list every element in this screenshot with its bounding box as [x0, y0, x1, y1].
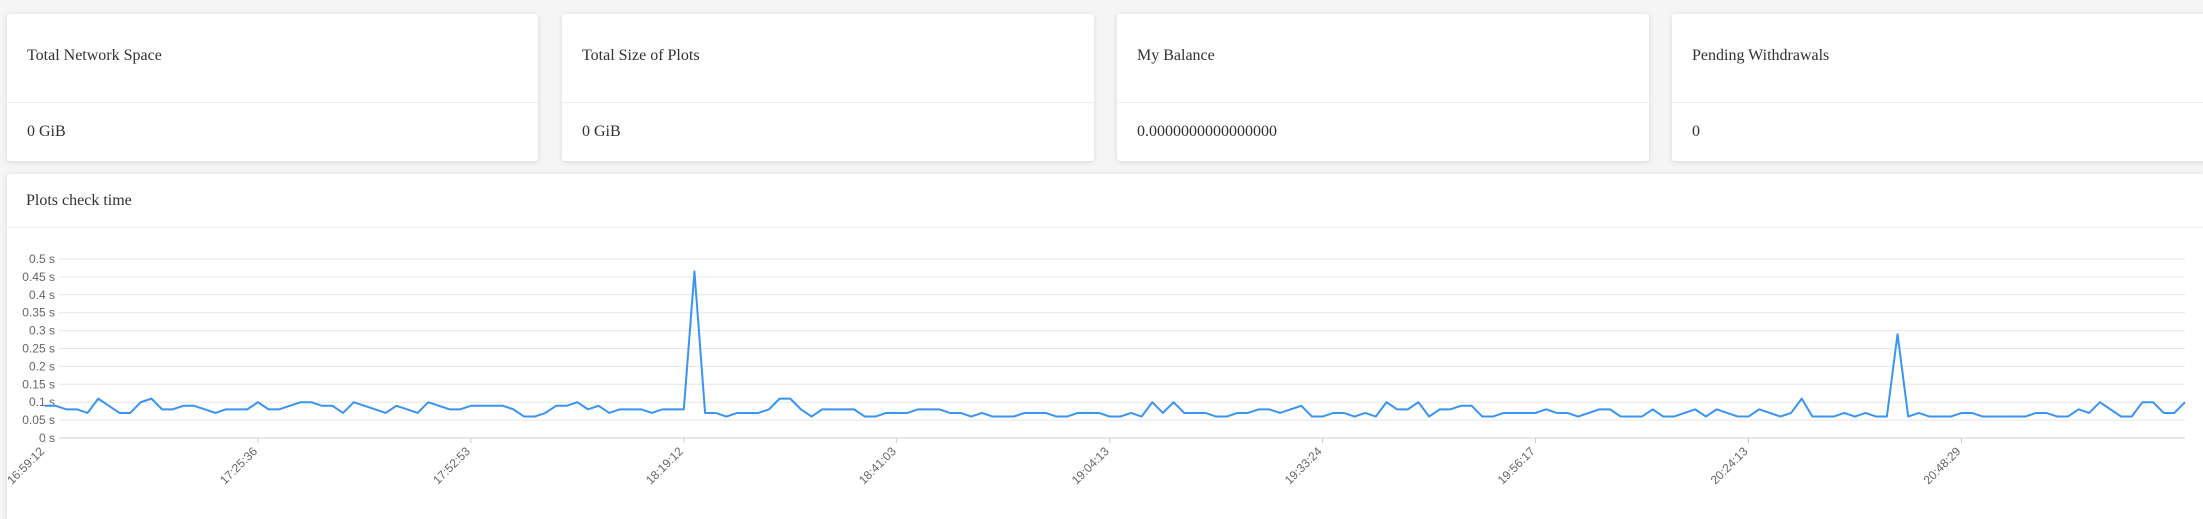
x-tick-label: 19:33:24: [1282, 444, 1325, 487]
stat-title: Pending Withdrawals: [1672, 14, 2203, 103]
y-tick-label: 0.15 s: [22, 377, 55, 391]
y-tick-label: 0.45 s: [22, 270, 55, 284]
stat-value: 0.0000000000000000: [1137, 123, 1277, 140]
stat-card: Total Size of Plots 0 GiB: [562, 14, 1094, 161]
stat-title: My Balance: [1117, 14, 1649, 103]
x-tick-label: 20:48:29: [1921, 444, 1964, 487]
x-tick-label: 19:04:13: [1069, 444, 1112, 487]
x-tick-label: 16:59:12: [4, 444, 47, 487]
chart-card-title: Plots check time: [7, 174, 2203, 228]
y-tick-label: 0.05 s: [22, 413, 55, 427]
stat-card: Pending Withdrawals 0: [1672, 14, 2203, 161]
stat-value: 0 GiB: [27, 123, 66, 140]
x-tick-label: 19:56:17: [1495, 444, 1538, 487]
y-tick-label: 0.5 s: [29, 252, 55, 266]
x-tick-label: 17:52:53: [430, 444, 473, 487]
chart-card: Plots check time: [7, 174, 2203, 519]
x-tick-label: 18:41:03: [856, 444, 899, 487]
y-tick-label: 0.2 s: [29, 359, 55, 373]
stat-title: Total Network Space: [7, 14, 538, 103]
stat-title: Total Size of Plots: [562, 14, 1094, 103]
y-tick-label: 0.1 s: [29, 395, 55, 409]
data-line: [45, 270, 2186, 418]
y-tick-label: 0.35 s: [22, 306, 55, 320]
stat-card: My Balance 0.0000000000000000: [1117, 14, 1649, 161]
x-tick-label: 17:25:36: [217, 444, 260, 487]
y-tick-label: 0.25 s: [22, 342, 55, 356]
x-tick-label: 20:24:13: [1708, 444, 1751, 487]
stat-card: Total Network Space 0 GiB: [7, 14, 538, 161]
x-tick-label: 18:19:12: [643, 444, 686, 487]
y-tick-label: 0 s: [39, 431, 55, 445]
stat-value: 0 GiB: [582, 123, 621, 140]
y-tick-label: 0.4 s: [29, 288, 55, 302]
stat-value: 0: [1692, 123, 1700, 140]
y-tick-label: 0.3 s: [29, 324, 55, 338]
